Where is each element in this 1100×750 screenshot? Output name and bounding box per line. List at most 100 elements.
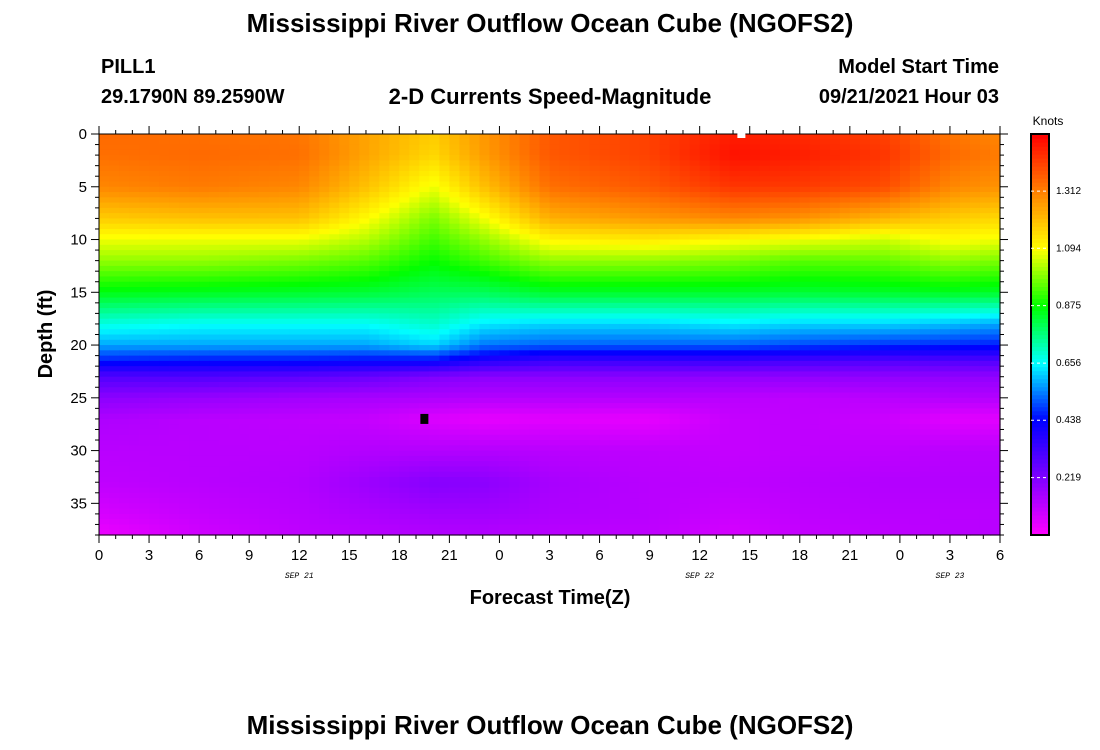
heatmap-cell [699, 160, 711, 167]
heatmap-cell [279, 197, 290, 204]
heatmap-cell [389, 218, 400, 225]
heatmap-cell [99, 134, 110, 140]
heatmap-cell [449, 255, 460, 262]
heatmap-cell [679, 276, 691, 283]
heatmap-cell [509, 192, 521, 198]
heatmap-cell [519, 265, 531, 272]
heatmap-cell [159, 360, 170, 367]
heatmap-cell [109, 202, 120, 209]
heatmap-cell [619, 308, 631, 314]
heatmap-cell [299, 360, 310, 367]
heatmap-cell [559, 350, 571, 357]
heatmap-cell [119, 413, 130, 420]
heatmap-cell [449, 339, 460, 346]
heatmap-cell [889, 334, 901, 341]
heatmap-cell [99, 202, 110, 209]
heatmap-cell [909, 134, 921, 140]
heatmap-cell [899, 239, 911, 246]
heatmap-cell [399, 292, 410, 299]
heatmap-cell [129, 360, 140, 367]
heatmap-cell [639, 165, 651, 172]
heatmap-cell [469, 228, 481, 235]
heatmap-cell [399, 181, 410, 188]
heatmap-cell [959, 265, 971, 272]
heatmap-cell [669, 260, 681, 267]
heatmap-cell [359, 186, 370, 193]
heatmap-cell [189, 144, 200, 151]
heatmap-cell [189, 213, 200, 220]
heatmap-cell [469, 181, 481, 188]
heatmap-cell [559, 334, 571, 341]
heatmap-cell [309, 271, 320, 278]
heatmap-cell [379, 329, 390, 336]
heatmap-cell [959, 355, 971, 362]
heatmap-cell [689, 392, 701, 399]
heatmap-cell [299, 213, 310, 220]
heatmap-cell [779, 265, 791, 272]
heatmap-cell [899, 260, 911, 267]
heatmap-cell [689, 397, 701, 404]
heatmap-cell [809, 234, 821, 241]
heatmap-cell [669, 381, 681, 388]
heatmap-cell [889, 139, 901, 146]
heatmap-cell [949, 323, 961, 330]
heatmap-cell [659, 176, 671, 183]
heatmap-cell [399, 255, 410, 262]
heatmap-cell [479, 160, 491, 167]
heatmap-cell [389, 418, 400, 425]
heatmap-cell [609, 276, 621, 283]
heatmap-cell [509, 139, 521, 146]
heatmap-cell [779, 176, 791, 183]
heatmap-cell [419, 202, 430, 209]
heatmap-cell [739, 234, 751, 241]
heatmap-cell [429, 149, 440, 156]
heatmap-cell [369, 403, 380, 409]
heatmap-cell [139, 213, 150, 220]
heatmap-cell [539, 308, 551, 314]
heatmap-cell [169, 144, 180, 151]
heatmap-cell [409, 376, 420, 383]
heatmap-cell [199, 376, 210, 383]
heatmap-cell [419, 276, 430, 283]
heatmap-cell [789, 318, 801, 325]
heatmap-cell [189, 255, 200, 262]
heatmap-cell [939, 213, 951, 220]
heatmap-cell [839, 329, 851, 336]
heatmap-cell [299, 371, 310, 378]
heatmap-cell [499, 265, 511, 272]
heatmap-cell [929, 413, 941, 420]
heatmap-cell [309, 197, 320, 204]
heatmap-cell [159, 223, 170, 230]
heatmap-cell [399, 308, 410, 314]
heatmap-cell [349, 234, 360, 241]
heatmap-cell [189, 176, 200, 183]
heatmap-cell [249, 329, 260, 336]
heatmap-cell [359, 302, 370, 309]
heatmap-cell [209, 149, 220, 156]
heatmap-cell [819, 260, 831, 267]
heatmap-cell [779, 334, 791, 341]
heatmap-cell [419, 287, 430, 293]
heatmap-cell [779, 292, 791, 299]
heatmap-cell [179, 276, 190, 283]
heatmap-cell [679, 155, 691, 161]
heatmap-cell [239, 265, 250, 272]
heatmap-cell [199, 381, 210, 388]
heatmap-cell [829, 323, 841, 330]
heatmap-cell [129, 387, 140, 394]
heatmap-cell [379, 418, 390, 425]
heatmap-cell [519, 350, 531, 357]
heatmap-cell [949, 360, 961, 367]
heatmap-cell [609, 371, 621, 378]
heatmap-cell [439, 376, 450, 383]
heatmap-cell [889, 408, 901, 415]
heatmap-cell [729, 149, 741, 156]
heatmap-cell [549, 144, 561, 151]
heatmap-cell [479, 228, 491, 235]
heatmap-cell [219, 371, 230, 378]
heatmap-cell [349, 165, 360, 172]
heatmap-cell [729, 197, 741, 204]
heatmap-cell [449, 234, 460, 241]
heatmap-cell [409, 403, 420, 409]
heatmap-cell [339, 387, 350, 394]
